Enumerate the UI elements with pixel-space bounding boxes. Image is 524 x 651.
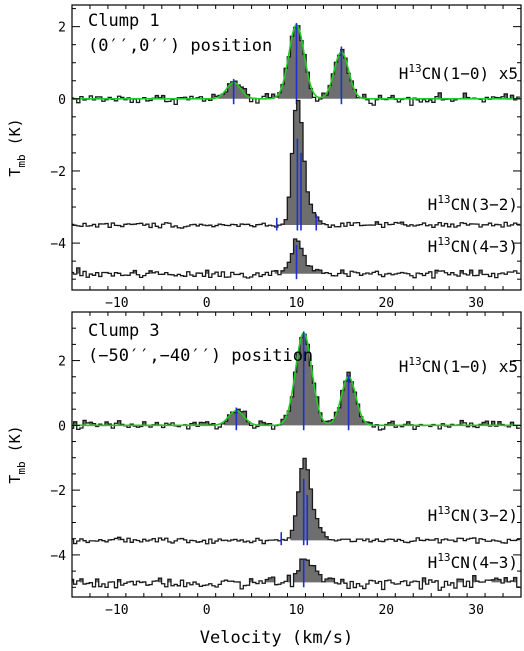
y-tick-label: 0 xyxy=(58,419,66,434)
x-tick-label: 30 xyxy=(468,296,484,311)
y-tick-label: 0 xyxy=(58,93,66,108)
x-tick-label: −10 xyxy=(105,603,128,618)
x-tick-label: 0 xyxy=(203,603,211,618)
x-tick-label: 10 xyxy=(289,603,305,618)
series-label: H13CN(4−3) xyxy=(428,235,518,256)
x-axis-label: Velocity (km/s) xyxy=(200,628,354,648)
series-label: H13CN(1−0) x5 xyxy=(399,355,518,376)
bottom-panel: H13CN(1−0) x5 H13CN(3−2) H13CN(4−3) −10 0 10 2… xyxy=(6,311,522,648)
spectrum-line xyxy=(72,558,520,591)
gaussian-fit-line xyxy=(72,332,521,427)
spectrum-fill xyxy=(76,239,483,274)
plot-area xyxy=(72,23,521,280)
position-label: (−50′′,−40′′) position xyxy=(88,346,313,366)
series-label: H13CN(4−3) xyxy=(428,551,518,572)
x-tick-label: 20 xyxy=(378,603,394,618)
spectrum-line xyxy=(72,99,520,229)
top-panel: H13CN(1−0) x5 H13CN(3−2) H13CN(4−3) −10 0 10 2… xyxy=(6,4,522,311)
y-tick-label: −2 xyxy=(50,484,66,499)
plot-area xyxy=(72,331,521,591)
position-label: (0′′,0′′) position xyxy=(88,36,272,56)
x-tick-label: 0 xyxy=(203,296,211,311)
series-label: H13CN(3−2) xyxy=(428,504,518,525)
spectrum-line xyxy=(72,238,520,279)
x-tick-label: −10 xyxy=(105,296,128,311)
y-tick-label: −2 xyxy=(50,165,66,180)
spectrum-fill xyxy=(284,100,404,226)
series-label: H13CN(3−2) xyxy=(428,193,518,214)
y-tick-label: −4 xyxy=(50,237,66,252)
y-axis-label: Tmb (K) xyxy=(6,425,28,483)
spectrum-fill xyxy=(72,559,517,583)
plot-frame xyxy=(71,311,522,598)
spectrum-line xyxy=(72,457,520,545)
clump-title: Clump 3 xyxy=(88,321,160,341)
y-tick-label: 2 xyxy=(58,355,66,370)
y-tick-label: 2 xyxy=(58,21,66,36)
clump-title: Clump 1 xyxy=(88,11,160,31)
plot-frame xyxy=(71,4,522,291)
series-label: H13CN(1−0) x5 xyxy=(399,62,518,83)
x-tick-label: 10 xyxy=(289,296,305,311)
y-axis-label: Tmb (K) xyxy=(6,118,28,176)
y-tick-label: −4 xyxy=(50,549,66,564)
x-tick-label: 30 xyxy=(468,603,484,618)
x-tick-label: 20 xyxy=(378,296,394,311)
